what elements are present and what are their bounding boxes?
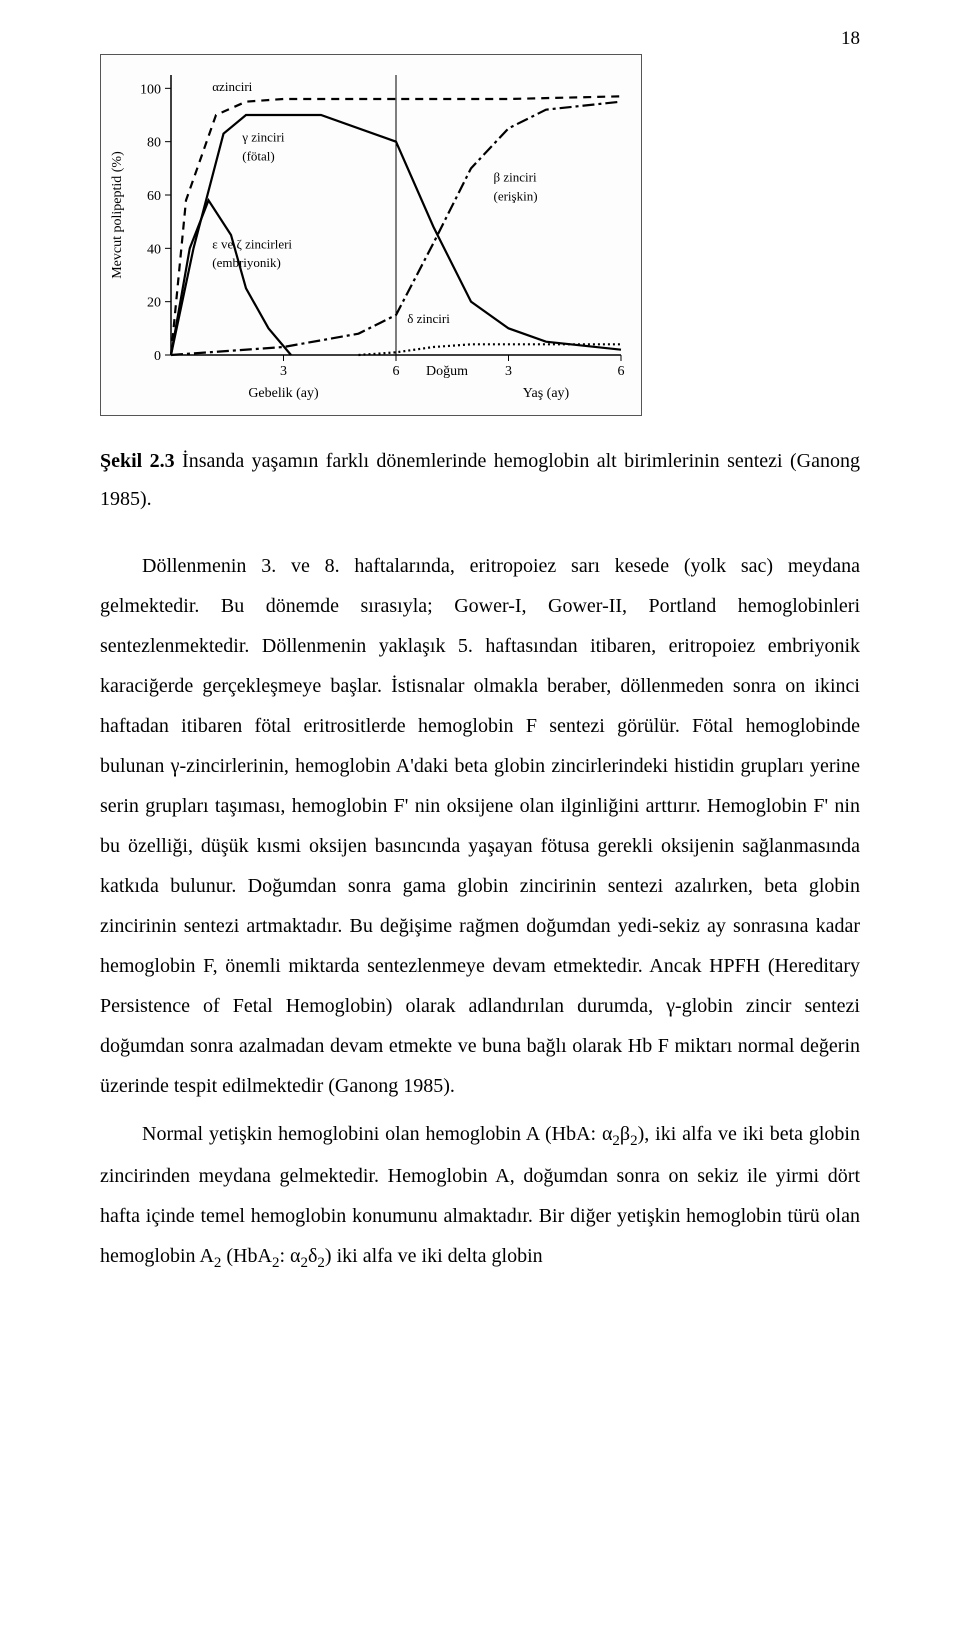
p2-text: ) iki alfa ve iki delta globin — [325, 1245, 543, 1267]
figure-caption: Şekil 2.3 İnsanda yaşamın farklı dönemle… — [100, 442, 860, 518]
p2-text: Normal yetişkin hemoglobini olan hemoglo… — [142, 1123, 612, 1145]
p2-text: δ — [308, 1245, 317, 1267]
p2-text: (HbA — [221, 1245, 272, 1267]
svg-text:ε ve ζ zincirleri: ε ve ζ zincirleri — [212, 236, 292, 251]
svg-text:Doğum: Doğum — [426, 364, 468, 379]
svg-text:Gebelik (ay): Gebelik (ay) — [248, 386, 319, 401]
figure-2-3: 0 20 40 60 80 100 Mevcut polipeptid (%) 3 6 3 6 Geb… — [100, 54, 642, 416]
figure-caption-label: Şekil 2.3 — [100, 450, 175, 472]
svg-text:20: 20 — [147, 296, 161, 311]
svg-text:(erişkin): (erişkin) — [494, 188, 538, 203]
svg-text:0: 0 — [154, 349, 161, 364]
svg-text:100: 100 — [140, 82, 161, 97]
p2-sub: 2 — [317, 1255, 325, 1271]
svg-text:60: 60 — [147, 189, 161, 204]
p2-sub: 2 — [612, 1133, 620, 1149]
body-paragraph-2: Normal yetişkin hemoglobini olan hemoglo… — [100, 1114, 860, 1278]
svg-text:3: 3 — [280, 364, 287, 379]
body-paragraph-1: Döllenmenin 3. ve 8. haftalarında, eritr… — [100, 546, 860, 1106]
svg-text:Yaş (ay): Yaş (ay) — [523, 386, 570, 401]
svg-text:80: 80 — [147, 136, 161, 151]
svg-text:40: 40 — [147, 242, 161, 257]
page-number: 18 — [841, 28, 860, 50]
chart-svg: 0 20 40 60 80 100 Mevcut polipeptid (%) 3 6 3 6 Geb… — [101, 55, 641, 415]
page: 18 0 20 40 60 80 100 Mevcut polipeptid (%) 3 6 3 6… — [0, 0, 960, 1644]
p2-sub: 2 — [630, 1133, 638, 1149]
figure-caption-text: İnsanda yaşamın farklı dönemlerinde hemo… — [100, 450, 860, 510]
svg-text:Mevcut polipeptid (%): Mevcut polipeptid (%) — [110, 151, 125, 279]
svg-text:β zinciri: β zinciri — [494, 170, 537, 185]
svg-text:6: 6 — [393, 364, 400, 379]
svg-text:γ zinciri: γ zinciri — [241, 130, 285, 145]
svg-text:3: 3 — [505, 364, 512, 379]
svg-text:(embriyonik): (embriyonik) — [212, 255, 281, 270]
svg-text:6: 6 — [618, 364, 625, 379]
p2-text: : α — [279, 1245, 300, 1267]
svg-text:αzinciri: αzinciri — [212, 79, 252, 94]
p2-sub: 2 — [300, 1255, 308, 1271]
p2-text: β — [620, 1123, 630, 1145]
svg-text:δ zinciri: δ zinciri — [407, 311, 450, 326]
svg-text:(fötal): (fötal) — [242, 148, 274, 163]
